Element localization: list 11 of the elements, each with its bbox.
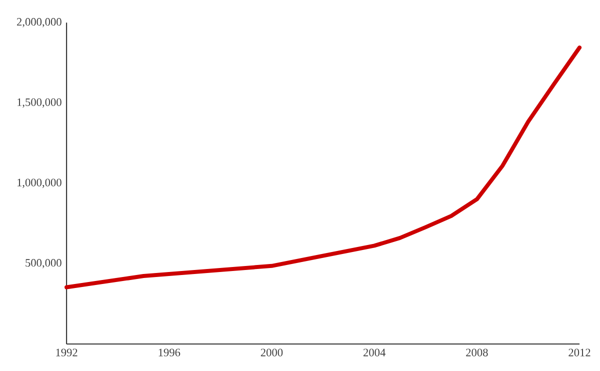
x-tick-label: 2004 bbox=[364, 348, 386, 356]
y-tick-label: 1,500,000 bbox=[18, 98, 62, 108]
y-tick-label: 1,000,000 bbox=[18, 178, 62, 188]
y-tick-label: 500,000 bbox=[26, 259, 62, 268]
x-tick-label: 1996 bbox=[158, 348, 180, 356]
x-tick-label: 1992 bbox=[56, 348, 78, 356]
line-series bbox=[64, 46, 582, 290]
x-tick-label: 2008 bbox=[466, 348, 488, 356]
y-tick-label: 2,000,000 bbox=[17, 18, 62, 28]
x-tick-label: 2012 bbox=[568, 348, 590, 356]
x-tick-label: 2000 bbox=[260, 348, 283, 356]
